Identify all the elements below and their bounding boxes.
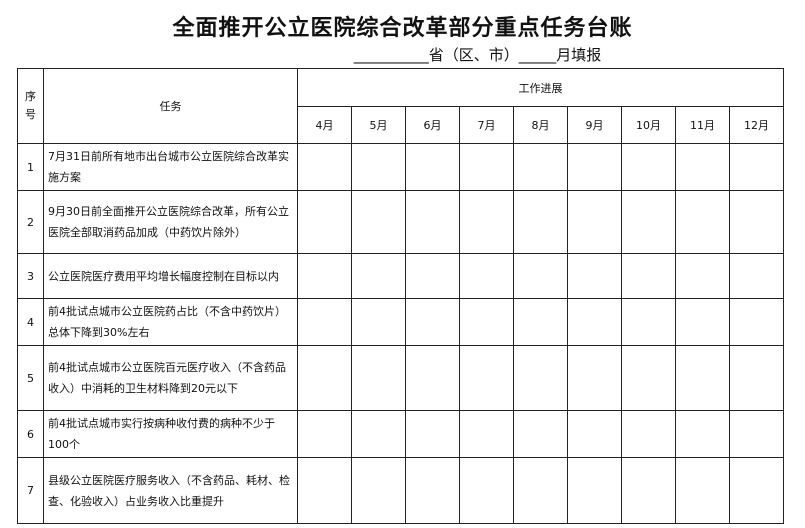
progress-cell[interactable] xyxy=(351,410,406,458)
progress-cell[interactable] xyxy=(675,298,730,346)
header-month: 11月 xyxy=(675,106,730,144)
table-row: 2 9月30日前全面推开公立医院综合改革，所有公立医院全部取消药品加成（中药饮片除… xyxy=(17,190,784,254)
row-task: 前4批试点城市公立医院百元医疗收入（不含药品收入）中消耗的卫生材料降到20元以下 xyxy=(43,345,298,411)
row-task: 前4批试点城市公立医院药占比（不含中药饮片）总体下降到30%左右 xyxy=(43,298,298,346)
progress-cell[interactable] xyxy=(459,410,514,458)
progress-cell[interactable] xyxy=(459,345,514,411)
row-seq: 5 xyxy=(17,345,44,411)
progress-cell[interactable] xyxy=(567,345,622,411)
progress-cell[interactable] xyxy=(459,298,514,346)
progress-cell[interactable] xyxy=(513,298,568,346)
progress-cell[interactable] xyxy=(729,143,784,191)
progress-cell[interactable] xyxy=(297,457,352,524)
progress-cell[interactable] xyxy=(621,143,676,191)
row-seq: 2 xyxy=(17,190,44,254)
progress-cell[interactable] xyxy=(675,410,730,458)
progress-cell[interactable] xyxy=(729,457,784,524)
header-month: 8月 xyxy=(513,106,568,144)
progress-cell[interactable] xyxy=(405,190,460,254)
header-month: 4月 xyxy=(297,106,352,144)
table-row: 5 前4批试点城市公立医院百元医疗收入（不含药品收入）中消耗的卫生材料降到20元以… xyxy=(17,345,784,411)
progress-cell[interactable] xyxy=(351,345,406,411)
header-month: 12月 xyxy=(729,106,784,144)
row-seq: 3 xyxy=(17,253,44,299)
row-seq: 4 xyxy=(17,298,44,346)
table-row: 1 7月31日前所有地市出台城市公立医院综合改革实施方案 xyxy=(17,143,784,191)
page-title: 全面推开公立医院综合改革部分重点任务台账 xyxy=(172,16,633,41)
progress-cell[interactable] xyxy=(513,190,568,254)
progress-cell[interactable] xyxy=(621,410,676,458)
progress-cell[interactable] xyxy=(567,143,622,191)
row-seq: 7 xyxy=(17,457,44,524)
progress-cell[interactable] xyxy=(567,253,622,299)
header-month: 7月 xyxy=(459,106,514,144)
table-row: 3 公立医院医疗费用平均增长幅度控制在目标以内 xyxy=(17,253,784,299)
row-task: 前4批试点城市实行按病种收付费的病种不少于100个 xyxy=(43,410,298,458)
progress-cell[interactable] xyxy=(675,143,730,191)
progress-cell[interactable] xyxy=(621,457,676,524)
header-progress: 工作进展 xyxy=(297,68,784,107)
progress-cell[interactable] xyxy=(621,190,676,254)
progress-cell[interactable] xyxy=(351,298,406,346)
progress-cell[interactable] xyxy=(567,410,622,458)
progress-cell[interactable] xyxy=(729,410,784,458)
progress-cell[interactable] xyxy=(729,190,784,254)
progress-cell[interactable] xyxy=(567,190,622,254)
progress-cell[interactable] xyxy=(513,253,568,299)
progress-cell[interactable] xyxy=(729,298,784,346)
progress-cell[interactable] xyxy=(729,345,784,411)
progress-cell[interactable] xyxy=(513,457,568,524)
progress-cell[interactable] xyxy=(351,190,406,254)
table-row: 7 县级公立医院医疗服务收入（不含药品、耗材、检查、化验收入）占业务收入比重提升 xyxy=(17,457,784,524)
row-task: 7月31日前所有地市出台城市公立医院综合改革实施方案 xyxy=(43,143,298,191)
row-task: 县级公立医院医疗服务收入（不含药品、耗材、检查、化验收入）占业务收入比重提升 xyxy=(43,457,298,524)
progress-cell[interactable] xyxy=(405,253,460,299)
progress-cell[interactable] xyxy=(459,253,514,299)
progress-cell[interactable] xyxy=(675,190,730,254)
row-seq: 1 xyxy=(17,143,44,191)
progress-cell[interactable] xyxy=(405,410,460,458)
progress-cell[interactable] xyxy=(675,345,730,411)
progress-cell[interactable] xyxy=(405,143,460,191)
progress-cell[interactable] xyxy=(513,345,568,411)
progress-cell[interactable] xyxy=(297,410,352,458)
header-month: 9月 xyxy=(567,106,622,144)
table-row: 6 前4批试点城市实行按病种收付费的病种不少于100个 xyxy=(17,410,784,458)
progress-cell[interactable] xyxy=(729,253,784,299)
table-row: 4 前4批试点城市公立医院药占比（不含中药饮片）总体下降到30%左右 xyxy=(17,298,784,346)
progress-cell[interactable] xyxy=(297,190,352,254)
progress-cell[interactable] xyxy=(513,410,568,458)
row-seq: 6 xyxy=(17,410,44,458)
progress-cell[interactable] xyxy=(297,345,352,411)
progress-cell[interactable] xyxy=(675,253,730,299)
progress-cell[interactable] xyxy=(567,298,622,346)
progress-cell[interactable] xyxy=(621,253,676,299)
progress-cell[interactable] xyxy=(297,298,352,346)
progress-cell[interactable] xyxy=(459,457,514,524)
subtitle: __________省（区、市）_____月填报 xyxy=(353,46,602,64)
progress-cell[interactable] xyxy=(351,457,406,524)
progress-cell[interactable] xyxy=(297,253,352,299)
progress-cell[interactable] xyxy=(405,345,460,411)
header-month: 5月 xyxy=(351,106,406,144)
row-task: 公立医院医疗费用平均增长幅度控制在目标以内 xyxy=(43,253,298,299)
header-task: 任务 xyxy=(43,68,298,144)
progress-cell[interactable] xyxy=(459,143,514,191)
progress-cell[interactable] xyxy=(459,190,514,254)
header-month: 6月 xyxy=(405,106,460,144)
task-ledger-table: 序号 任务 工作进展 4月 5月 6月 7月 8月 9月 10月 11月 12月 1 7月31日前… xyxy=(17,68,784,524)
row-task: 9月30日前全面推开公立医院综合改革，所有公立医院全部取消药品加成（中药饮片除外… xyxy=(43,190,298,254)
progress-cell[interactable] xyxy=(351,253,406,299)
progress-cell[interactable] xyxy=(621,345,676,411)
progress-cell[interactable] xyxy=(621,298,676,346)
progress-cell[interactable] xyxy=(297,143,352,191)
progress-cell[interactable] xyxy=(351,143,406,191)
progress-cell[interactable] xyxy=(405,298,460,346)
progress-cell[interactable] xyxy=(675,457,730,524)
header-month: 10月 xyxy=(621,106,676,144)
header-seq: 序号 xyxy=(17,68,44,144)
progress-cell[interactable] xyxy=(405,457,460,524)
progress-cell[interactable] xyxy=(513,143,568,191)
progress-cell[interactable] xyxy=(567,457,622,524)
